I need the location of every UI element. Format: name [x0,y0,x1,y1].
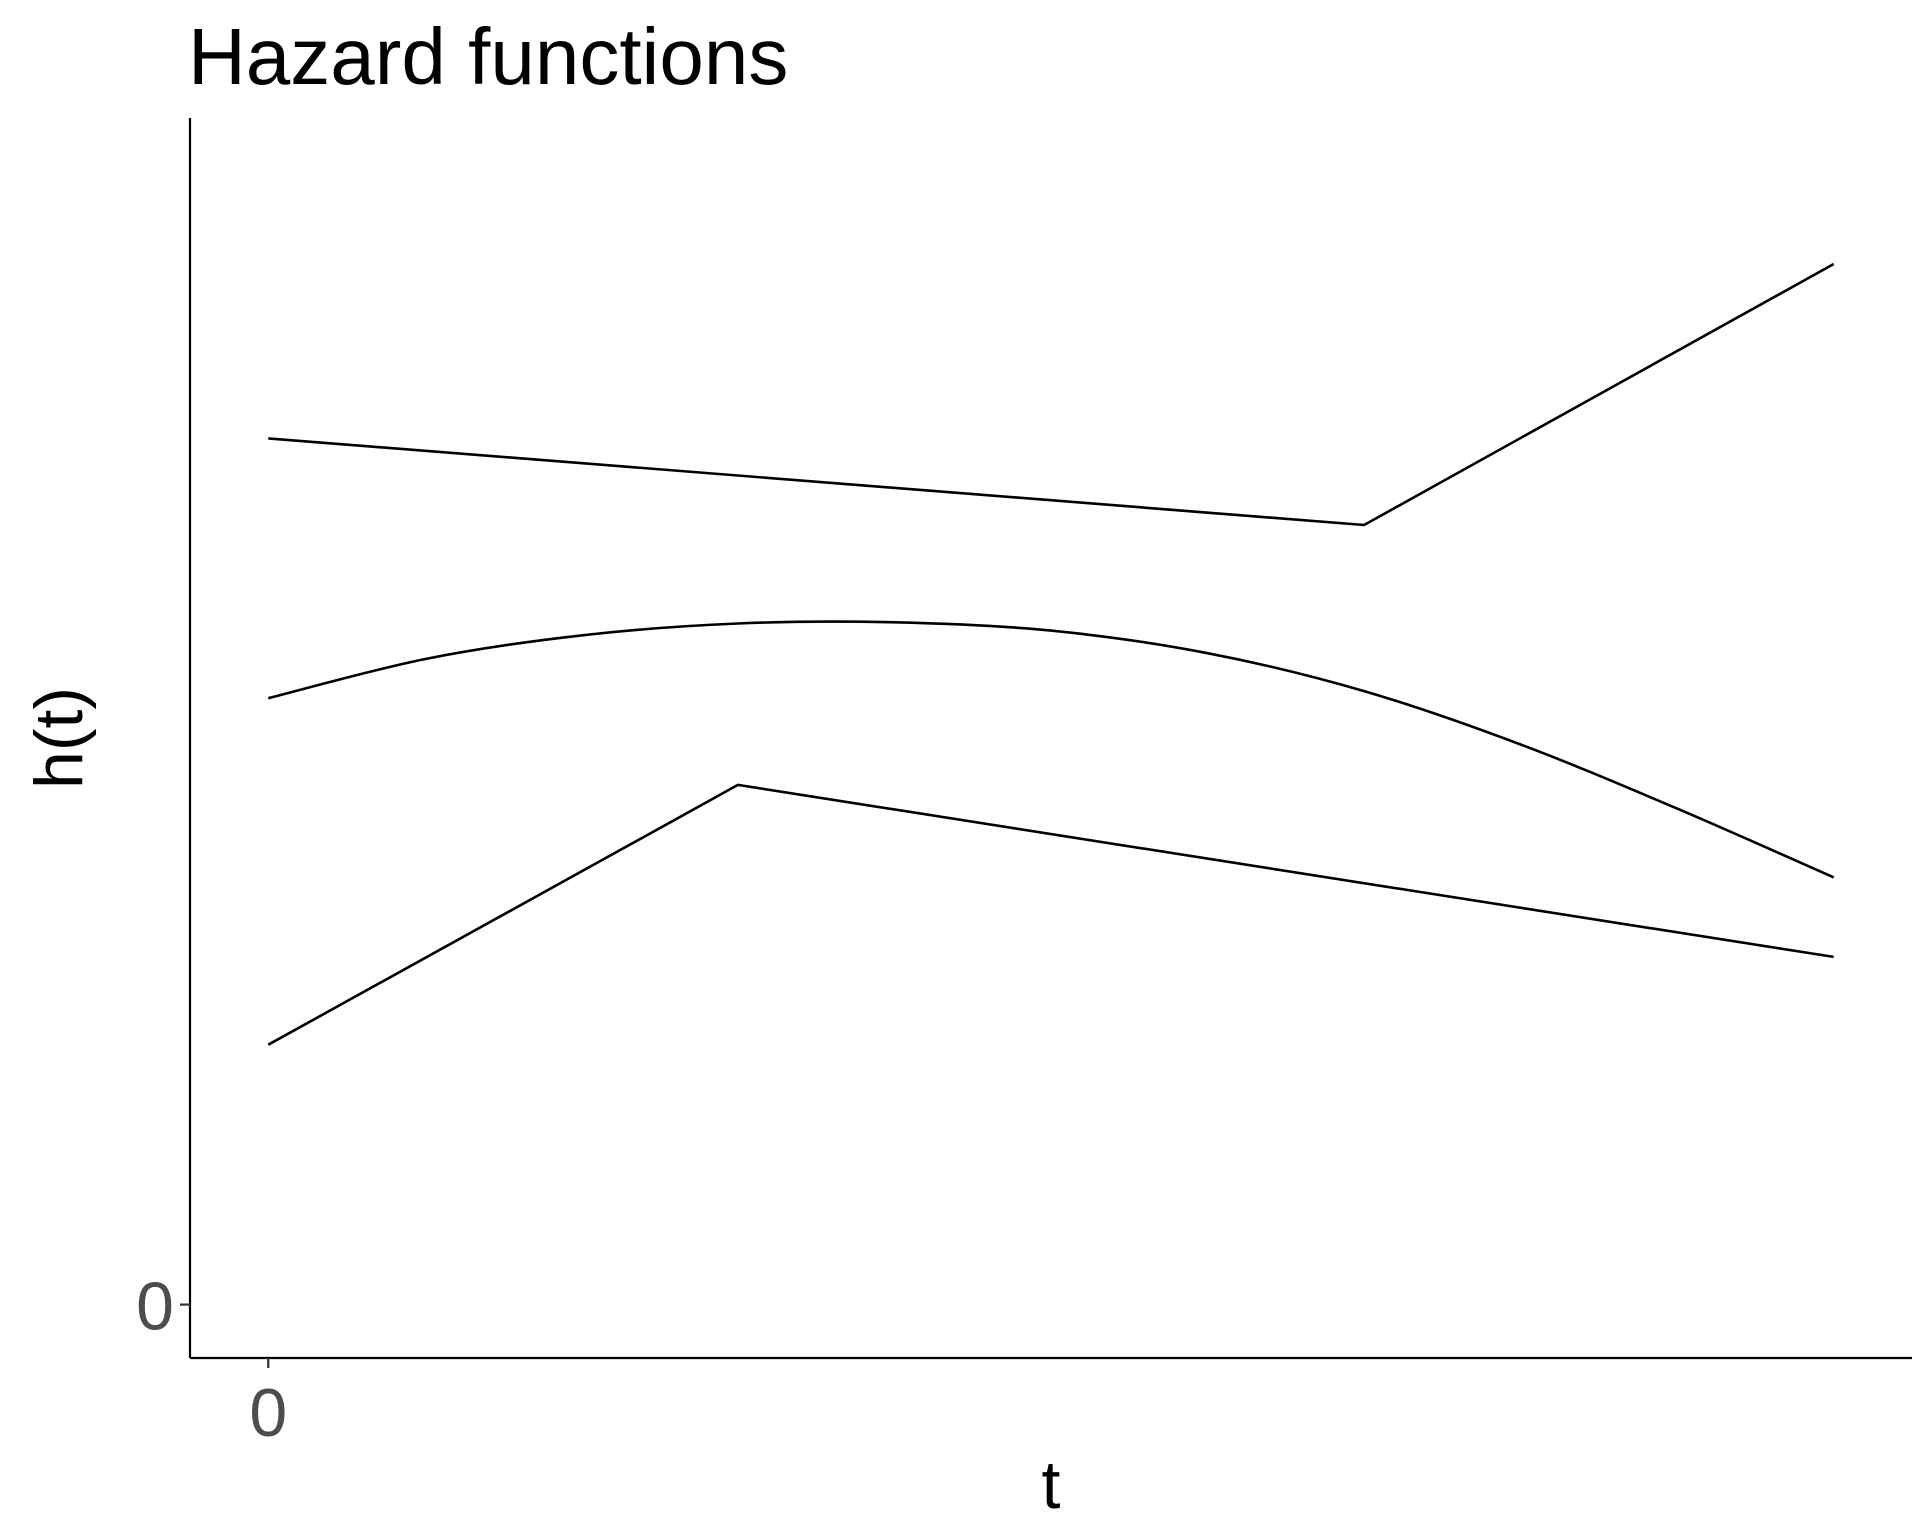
y-axis-label: h(t) [21,687,97,789]
plot-area [267,262,1835,1046]
hazard-line-1 [268,262,1835,527]
x-tick-label: 0 [249,1375,287,1451]
hazard-line-3 [267,783,1834,1046]
y-tick-label: 0 [136,1269,174,1345]
chart-title: Hazard functions [188,12,788,101]
x-axis-label: t [1042,1447,1061,1523]
hazard-line-2 [267,620,1835,879]
axis-ticks: 00 [136,1269,287,1451]
